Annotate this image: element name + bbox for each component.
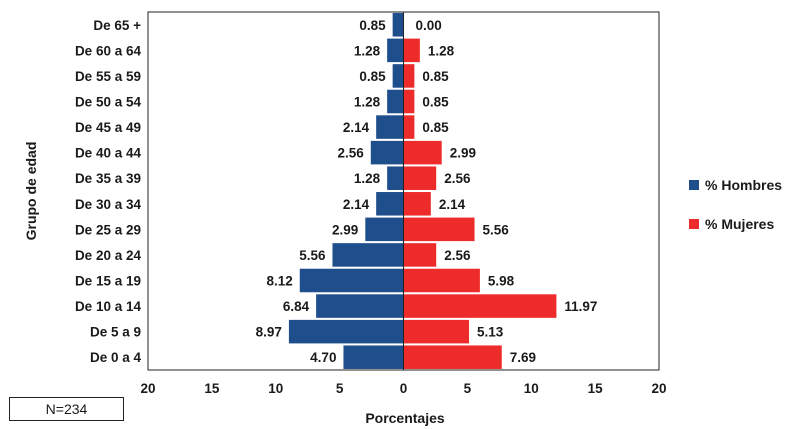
bar-mujeres	[403, 319, 470, 344]
y-axis-title: Grupo de edad	[23, 142, 39, 241]
value-label-hombres: 1.28	[354, 171, 381, 186]
value-label-mujeres: 2.14	[439, 197, 466, 212]
value-label-hombres: 5.56	[299, 248, 326, 263]
bar-hombres	[288, 319, 404, 344]
bar-mujeres	[403, 217, 475, 242]
legend-swatch-hombres	[689, 180, 699, 190]
x-tick-label: 15	[588, 381, 604, 396]
x-tick-label: 0	[400, 381, 408, 396]
value-label-mujeres: 5.98	[488, 274, 515, 289]
value-label-mujeres: 1.28	[428, 43, 455, 58]
bar-hombres	[387, 38, 404, 63]
x-tick-label: 10	[268, 381, 283, 396]
legend: % Hombres % Mujeres	[689, 177, 782, 232]
legend-label-mujeres: % Mujeres	[705, 216, 774, 232]
bar-mujeres	[403, 166, 437, 190]
value-label-hombres: 2.99	[332, 222, 358, 237]
category-label: De 35 a 39	[75, 171, 141, 186]
x-tick-label: 15	[204, 381, 220, 396]
category-labels: De 65 + De 60 a 64 De 55 a 59 De 50 a 54 De …	[75, 18, 142, 365]
value-labels: 0.85 0.00 1.28 1.28 0.85 0.85 1.28 0.85 2.14 0.85…	[256, 18, 598, 365]
category-label: De 50 a 54	[75, 95, 142, 110]
value-label-hombres: 8.97	[256, 325, 282, 340]
category-label: De 45 a 49	[75, 120, 141, 135]
category-label: De 30 a 34	[75, 197, 142, 212]
category-label: De 5 a 9	[90, 325, 141, 340]
bar-mujeres	[403, 89, 415, 114]
bar-mujeres	[403, 38, 420, 63]
bar-hombres	[392, 13, 404, 37]
value-label-mujeres: 0.00	[416, 18, 442, 33]
category-label: De 15 a 19	[75, 274, 141, 289]
value-label-mujeres: 5.56	[483, 222, 510, 237]
bar-hombres	[376, 115, 404, 139]
x-axis-title: Porcentajes	[365, 410, 445, 426]
bar-hombres	[316, 294, 404, 318]
x-tick-label: 5	[464, 381, 472, 396]
value-label-mujeres: 2.56	[444, 248, 471, 263]
bar-mujeres	[403, 192, 431, 216]
x-tick-label: 5	[336, 381, 344, 396]
bar-hombres	[387, 166, 404, 190]
bar-mujeres	[403, 345, 502, 369]
bar-hombres	[392, 64, 404, 88]
category-label: De 10 a 14	[75, 299, 142, 314]
value-label-hombres: 2.14	[343, 120, 370, 135]
legend-swatch-mujeres	[689, 219, 699, 229]
category-label: De 40 a 44	[75, 146, 142, 161]
value-label-mujeres: 0.85	[422, 120, 449, 135]
value-label-hombres: 8.12	[266, 274, 292, 289]
x-tick-label: 10	[524, 381, 539, 396]
value-label-hombres: 2.14	[343, 197, 370, 212]
x-tick-label: 20	[651, 381, 666, 396]
category-label: De 25 a 29	[75, 222, 141, 237]
value-label-hombres: 2.56	[338, 146, 365, 161]
bar-hombres	[332, 243, 404, 267]
bar-mujeres	[403, 115, 415, 139]
bar-hombres	[370, 140, 404, 165]
value-label-mujeres: 11.97	[564, 299, 597, 314]
bar-mujeres	[403, 243, 437, 267]
legend-label-hombres: % Hombres	[705, 177, 782, 193]
value-label-hombres: 0.85	[359, 69, 386, 84]
value-label-mujeres: 7.69	[510, 350, 536, 365]
category-label: De 55 a 59	[75, 69, 141, 84]
value-label-hombres: 6.84	[283, 299, 310, 314]
value-label-mujeres: 0.85	[422, 95, 449, 110]
value-label-hombres: 0.85	[359, 18, 386, 33]
bar-mujeres	[403, 294, 557, 318]
sample-size-box: N=234	[9, 397, 124, 421]
value-label-mujeres: 5.13	[477, 325, 504, 340]
bar-hombres	[343, 345, 404, 369]
category-label: De 60 a 64	[75, 43, 142, 58]
bar-mujeres	[403, 140, 442, 165]
bar-hombres	[299, 268, 404, 293]
bar-mujeres	[403, 64, 415, 88]
category-label: De 65 +	[93, 18, 141, 33]
value-label-mujeres: 2.56	[444, 171, 471, 186]
value-label-hombres: 1.28	[354, 95, 381, 110]
value-label-hombres: 4.70	[310, 350, 336, 365]
x-tick-label: 20	[140, 381, 155, 396]
category-label: De 0 a 4	[90, 350, 142, 365]
x-tick-labels: 20 15 10 5 0 5 10 15 20	[140, 381, 666, 396]
bar-hombres	[376, 192, 404, 216]
bars-group	[288, 13, 557, 369]
bar-hombres	[365, 217, 404, 242]
value-label-hombres: 1.28	[354, 43, 381, 58]
value-label-mujeres: 2.99	[450, 146, 476, 161]
bar-hombres	[387, 89, 404, 114]
category-label: De 20 a 24	[75, 248, 142, 263]
bar-mujeres	[403, 268, 480, 293]
value-label-mujeres: 0.85	[422, 69, 449, 84]
